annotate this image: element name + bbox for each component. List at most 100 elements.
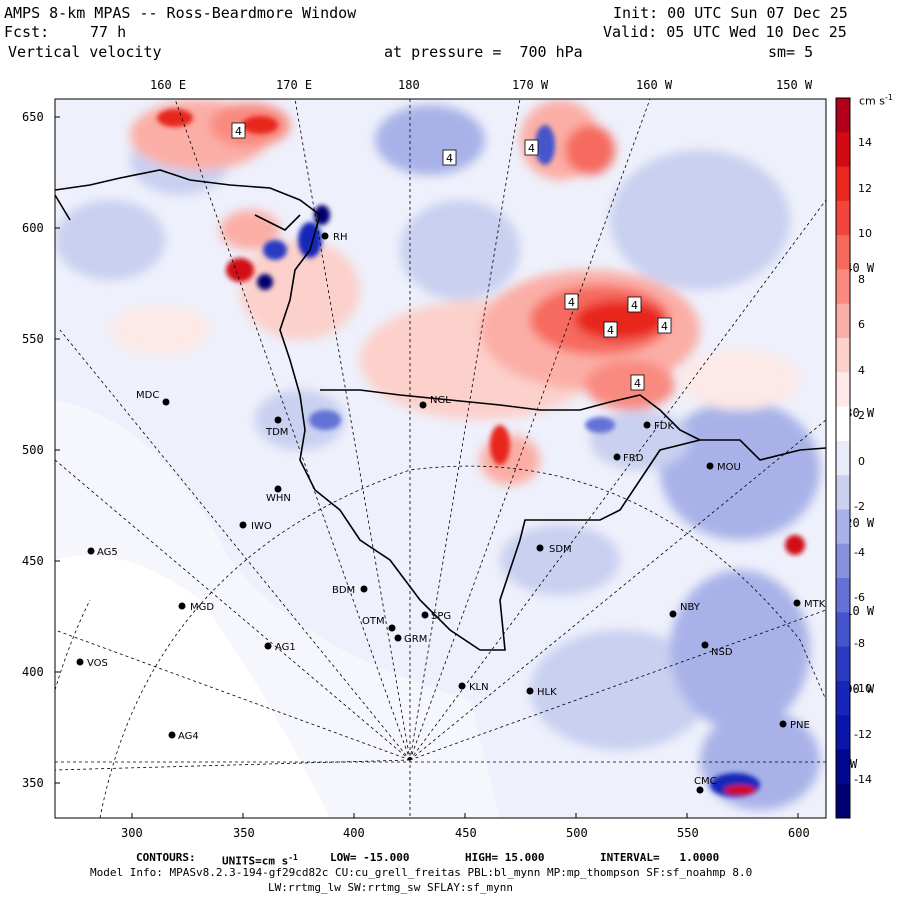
station-marker <box>168 731 176 739</box>
colorbar-swatch <box>836 475 850 510</box>
bottom-axis-label: 400 <box>343 826 365 840</box>
station-ag5: AG5 <box>87 547 118 558</box>
contour-label-text: 4 <box>446 152 453 165</box>
station-pne: PNE <box>779 720 810 731</box>
station-hlk: HLK <box>526 687 557 698</box>
station-mdc: MDC <box>136 390 170 406</box>
station-nby: NBY <box>669 602 701 618</box>
colorbar-tick-label: 6 <box>858 318 865 331</box>
station-label: MGD <box>190 602 214 613</box>
station-marker <box>394 634 402 642</box>
station-layer: MDC TDM WHN IWO AG5 MGD AG1 VOS AG4 BDM OTM GRM SPG K… <box>76 232 826 794</box>
station-otm: OTM <box>362 616 396 632</box>
forecast-hour: 77 h <box>90 23 127 41</box>
vertical-velocity-field <box>55 99 826 818</box>
contour-label-text: 4 <box>631 299 638 312</box>
station-label: TDM <box>265 427 288 438</box>
top-axis-label: 170 W <box>512 78 549 92</box>
valid-time: Valid: 05 UTC Wed 10 Dec 25 <box>603 23 847 41</box>
station-kln: KLN <box>458 682 489 693</box>
colorbar-swatch <box>836 338 850 373</box>
station-bdm: BDM <box>332 585 368 596</box>
contour-label-text: 4 <box>568 296 575 309</box>
top-axis-label: 160 E <box>150 78 187 92</box>
left-axis-label: 450 <box>22 554 44 568</box>
station-marker <box>321 232 329 240</box>
station-ag4: AG4 <box>168 731 199 742</box>
station-label: MDC <box>136 390 159 401</box>
station-marker <box>388 624 396 632</box>
left-axis-label: 600 <box>22 221 44 235</box>
colorbar-swatch <box>836 372 850 408</box>
field-name: Vertical velocity <box>8 43 162 61</box>
station-label: KLN <box>469 682 489 693</box>
colorbar-tick-label: 0 <box>858 454 865 468</box>
station-label: FDK <box>654 421 674 432</box>
contour-label-text: 4 <box>235 125 242 138</box>
station-marker <box>793 599 801 607</box>
colorbar-swatch <box>836 680 850 716</box>
bottom-axis-label: 300 <box>121 826 143 840</box>
station-label: WHN <box>266 493 291 504</box>
contour-label-box: 4 <box>627 296 642 313</box>
init-time: Init: 00 UTC Sun 07 Dec 25 <box>613 4 848 22</box>
colorbar-swatch <box>836 783 850 819</box>
left-axis-label: 350 <box>22 776 44 790</box>
colorbar-swatch <box>836 200 850 236</box>
colorbar-swatch <box>836 715 850 750</box>
station-ag1: AG1 <box>264 642 296 653</box>
bottom-axis-label: 350 <box>233 826 255 840</box>
station-mtk: MTK <box>793 599 826 610</box>
station-marker <box>779 720 787 728</box>
bottom-axis-label: 450 <box>455 826 477 840</box>
bottom-axis-label: 600 <box>788 826 810 840</box>
station-marker <box>239 521 247 529</box>
contour-label-box: 4 <box>630 374 645 391</box>
smoothing-value: sm= 5 <box>768 43 814 61</box>
station-marker <box>419 401 427 409</box>
top-axis-label: 170 E <box>276 78 313 92</box>
station-label: OTM <box>362 616 385 627</box>
colorbar-swatch <box>836 269 850 305</box>
map-title: AMPS 8-km MPAS -- Ross-Beardmore Window <box>4 4 357 22</box>
colorbar-tick-label: 12 <box>858 181 872 195</box>
station-grm: GRM <box>394 634 427 645</box>
colorbar-swatch <box>836 440 850 476</box>
contour-label-box: 4 <box>603 321 618 338</box>
colorbar-frame <box>835 97 851 819</box>
contour-label-text: 4 <box>661 320 668 333</box>
bottom-axis-label: 550 <box>677 826 699 840</box>
station-marker <box>706 462 714 470</box>
station-label: HLK <box>537 687 557 698</box>
colorbar-swatch <box>836 543 850 579</box>
forecast-label: Fcst: <box>4 23 50 41</box>
colorbar-swatch <box>836 132 850 168</box>
colorbar-swatch <box>836 166 850 202</box>
colorbar-tick-label: -10 <box>854 682 872 695</box>
station-marker <box>76 658 84 666</box>
colorbar-swatch <box>836 303 850 339</box>
colorbar-tick-label: 4 <box>858 363 865 377</box>
colorbar-swatch <box>836 612 850 648</box>
station-marker <box>643 421 651 429</box>
contour-label-text: 4 <box>607 324 614 337</box>
plot-frame <box>54 98 827 819</box>
station-marker <box>360 585 368 593</box>
station-frd: FRD <box>613 453 644 464</box>
colorbar-tick-label: -4 <box>854 545 865 559</box>
contour-label-box: 4 <box>231 122 246 139</box>
contour-label-box: 4 <box>442 149 457 166</box>
station-label: FRD <box>623 453 644 464</box>
station-label: MOU <box>717 462 741 473</box>
contour-label-text: 4 <box>528 142 535 155</box>
colorbar <box>835 97 851 819</box>
station-marker <box>696 786 704 794</box>
station-label: GRM <box>404 634 427 645</box>
contour-label-box: 4 <box>524 139 539 156</box>
station-whn: WHN <box>266 485 291 504</box>
contour-label-box: 4 <box>657 317 672 334</box>
station-label: SPG <box>431 611 451 622</box>
contour-label-text: 4 <box>634 377 641 390</box>
station-label: RH <box>333 232 347 243</box>
